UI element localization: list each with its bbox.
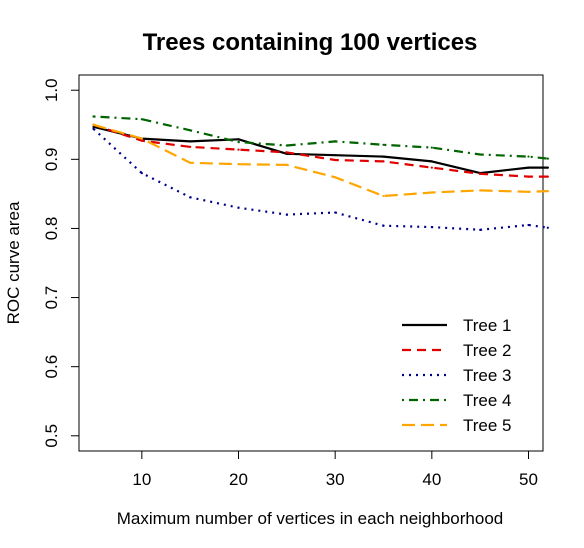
- x-tick-label: 10: [132, 470, 151, 489]
- data-point-tree-1: [430, 160, 433, 163]
- data-point-tree-1: [92, 125, 95, 128]
- data-point-tree-3: [189, 196, 192, 199]
- data-point-tree-3: [546, 226, 549, 229]
- series-line-tree-1: [93, 125, 548, 175]
- y-tick-label: 0.9: [42, 148, 61, 172]
- data-point-tree-3: [430, 225, 433, 229]
- series-line-tree-3: [92, 128, 548, 231]
- x-axis-label: Maximum number of vertices in each neigh…: [117, 509, 503, 528]
- legend: Tree 1 Tree 2 Tree 3 Tree 4 Tree 5: [402, 316, 512, 435]
- data-point-tree-4: [546, 157, 549, 160]
- series-line-tree-5: [93, 123, 548, 198]
- data-point-tree-2: [430, 166, 433, 169]
- data-point-tree-2: [479, 172, 482, 175]
- data-point-tree-4: [285, 144, 288, 147]
- data-point-tree-1: [546, 166, 549, 169]
- y-tick-label: 1.0: [42, 78, 61, 102]
- data-point-tree-5: [140, 137, 143, 140]
- y-tick-label: 0.5: [42, 424, 61, 448]
- x-tick-label: 20: [229, 470, 248, 489]
- data-point-tree-3: [382, 224, 385, 227]
- x-tick-label: 40: [422, 470, 441, 489]
- series-line-tree-2: [93, 123, 548, 178]
- y-axis-label: ROC curve area: [4, 201, 23, 324]
- x-tick-label: 50: [519, 470, 538, 489]
- data-point-tree-4: [237, 140, 240, 144]
- data-point-tree-2: [382, 160, 385, 163]
- data-point-tree-5: [189, 161, 192, 164]
- data-point-tree-4: [140, 118, 143, 121]
- data-point-tree-2: [527, 175, 530, 178]
- data-point-tree-1: [382, 155, 385, 158]
- data-point-tree-5: [479, 189, 482, 192]
- data-point-tree-2: [546, 175, 549, 178]
- y-axis: 0.5 0.6 0.7 0.8 0.9 1.0: [42, 78, 80, 448]
- y-tick-label: 0.6: [42, 355, 61, 379]
- data-point-tree-4: [527, 155, 530, 158]
- data-point-tree-4: [382, 143, 385, 146]
- data-point-tree-5: [430, 191, 433, 194]
- data-point-tree-1: [334, 154, 337, 157]
- data-point-tree-4: [189, 129, 192, 132]
- data-point-tree-3: [334, 211, 337, 214]
- y-tick-label: 0.8: [42, 217, 61, 241]
- data-point-tree-5: [382, 194, 385, 198]
- data-point-tree-4: [430, 146, 433, 149]
- data-point-tree-2: [285, 151, 288, 154]
- data-point-tree-4: [479, 153, 482, 156]
- data-point-tree-3: [285, 213, 288, 216]
- data-point-tree-5: [546, 190, 549, 193]
- data-point-tree-3: [527, 223, 530, 227]
- legend-label-tree-4: Tree 4: [463, 391, 512, 410]
- x-axis: 10 20 30 40 50: [132, 450, 538, 489]
- y-tick-label: 0.7: [42, 286, 61, 310]
- data-point-tree-2: [140, 139, 143, 142]
- data-point-tree-5: [285, 163, 288, 166]
- data-point-tree-1: [189, 140, 192, 143]
- data-point-tree-5: [92, 123, 95, 126]
- data-point-tree-3: [92, 127, 95, 131]
- data-point-tree-5: [334, 176, 337, 179]
- data-point-tree-5: [527, 190, 530, 193]
- data-point-tree-2: [334, 158, 337, 162]
- series-layer: [92, 115, 549, 231]
- data-point-tree-1: [237, 138, 240, 141]
- data-point-tree-3: [140, 172, 143, 175]
- data-point-tree-1: [527, 166, 530, 169]
- series-line-tree-4: [93, 115, 548, 160]
- data-point-tree-3: [237, 206, 240, 209]
- legend-label-tree-5: Tree 5: [463, 416, 512, 435]
- data-point-tree-4: [92, 115, 95, 118]
- data-point-tree-2: [237, 148, 240, 151]
- chart-title: Trees containing 100 vertices: [143, 29, 478, 56]
- data-point-tree-3: [479, 228, 482, 231]
- data-point-tree-5: [237, 163, 240, 166]
- data-point-tree-4: [334, 140, 337, 143]
- data-point-tree-2: [189, 145, 192, 148]
- legend-label-tree-2: Tree 2: [463, 341, 512, 360]
- legend-label-tree-1: Tree 1: [463, 316, 512, 335]
- x-tick-label: 30: [326, 470, 345, 489]
- legend-label-tree-3: Tree 3: [463, 366, 512, 385]
